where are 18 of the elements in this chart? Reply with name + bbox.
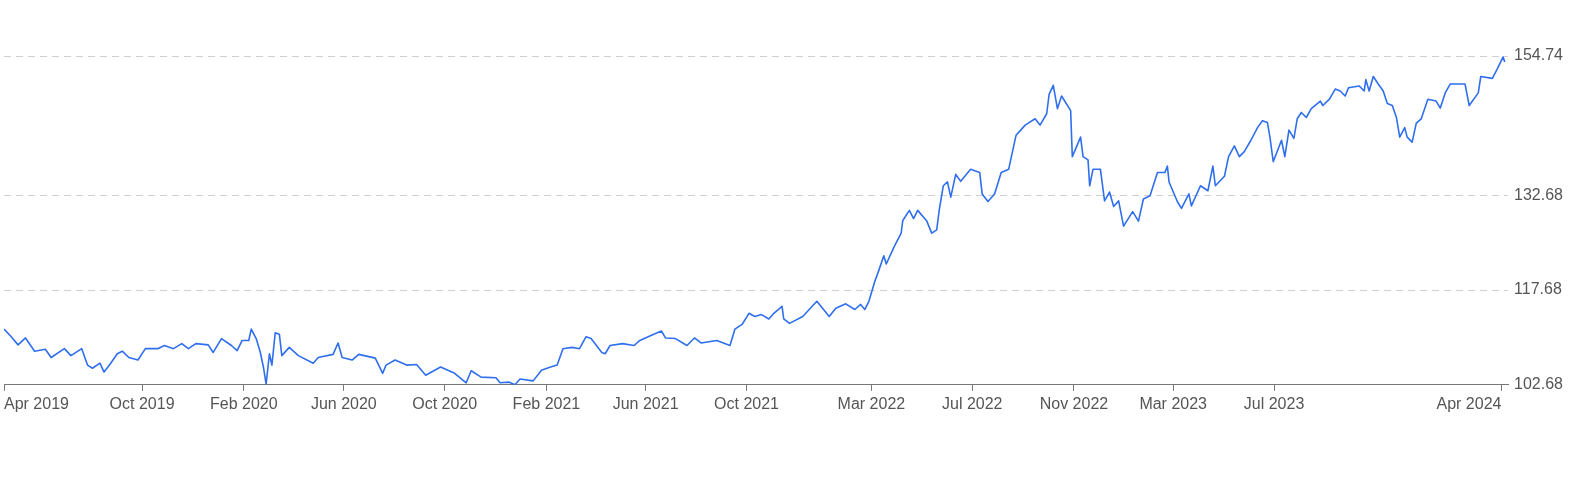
x-tick-label: Feb 2020 [209,394,278,412]
x-tick-label: Jun 2020 [310,394,377,412]
y-tick-label: 132.68 [1514,185,1564,203]
x-tick-label: Oct 2021 [714,394,780,412]
x-tick-label: Jul 2023 [1243,394,1305,412]
x-tick-label: Apr 2019 [4,394,70,412]
x-tick-label: Apr 2024 [1436,394,1502,412]
x-tick-label: Nov 2022 [1039,394,1109,412]
x-tick-label: Oct 2020 [412,394,478,412]
y-tick-label: 102.68 [1514,375,1564,393]
x-tick-label: Feb 2021 [512,394,581,412]
x-tick-label: Oct 2019 [109,394,175,412]
x-tick-label: Mar 2022 [837,394,906,412]
y-tick-label: 117.68 [1514,280,1562,298]
y-tick-label: 154.74 [1514,46,1564,64]
x-tick-label: Jun 2021 [612,394,679,412]
x-tick-label: Mar 2023 [1139,394,1208,412]
x-tick-label: Jul 2022 [942,394,1003,412]
